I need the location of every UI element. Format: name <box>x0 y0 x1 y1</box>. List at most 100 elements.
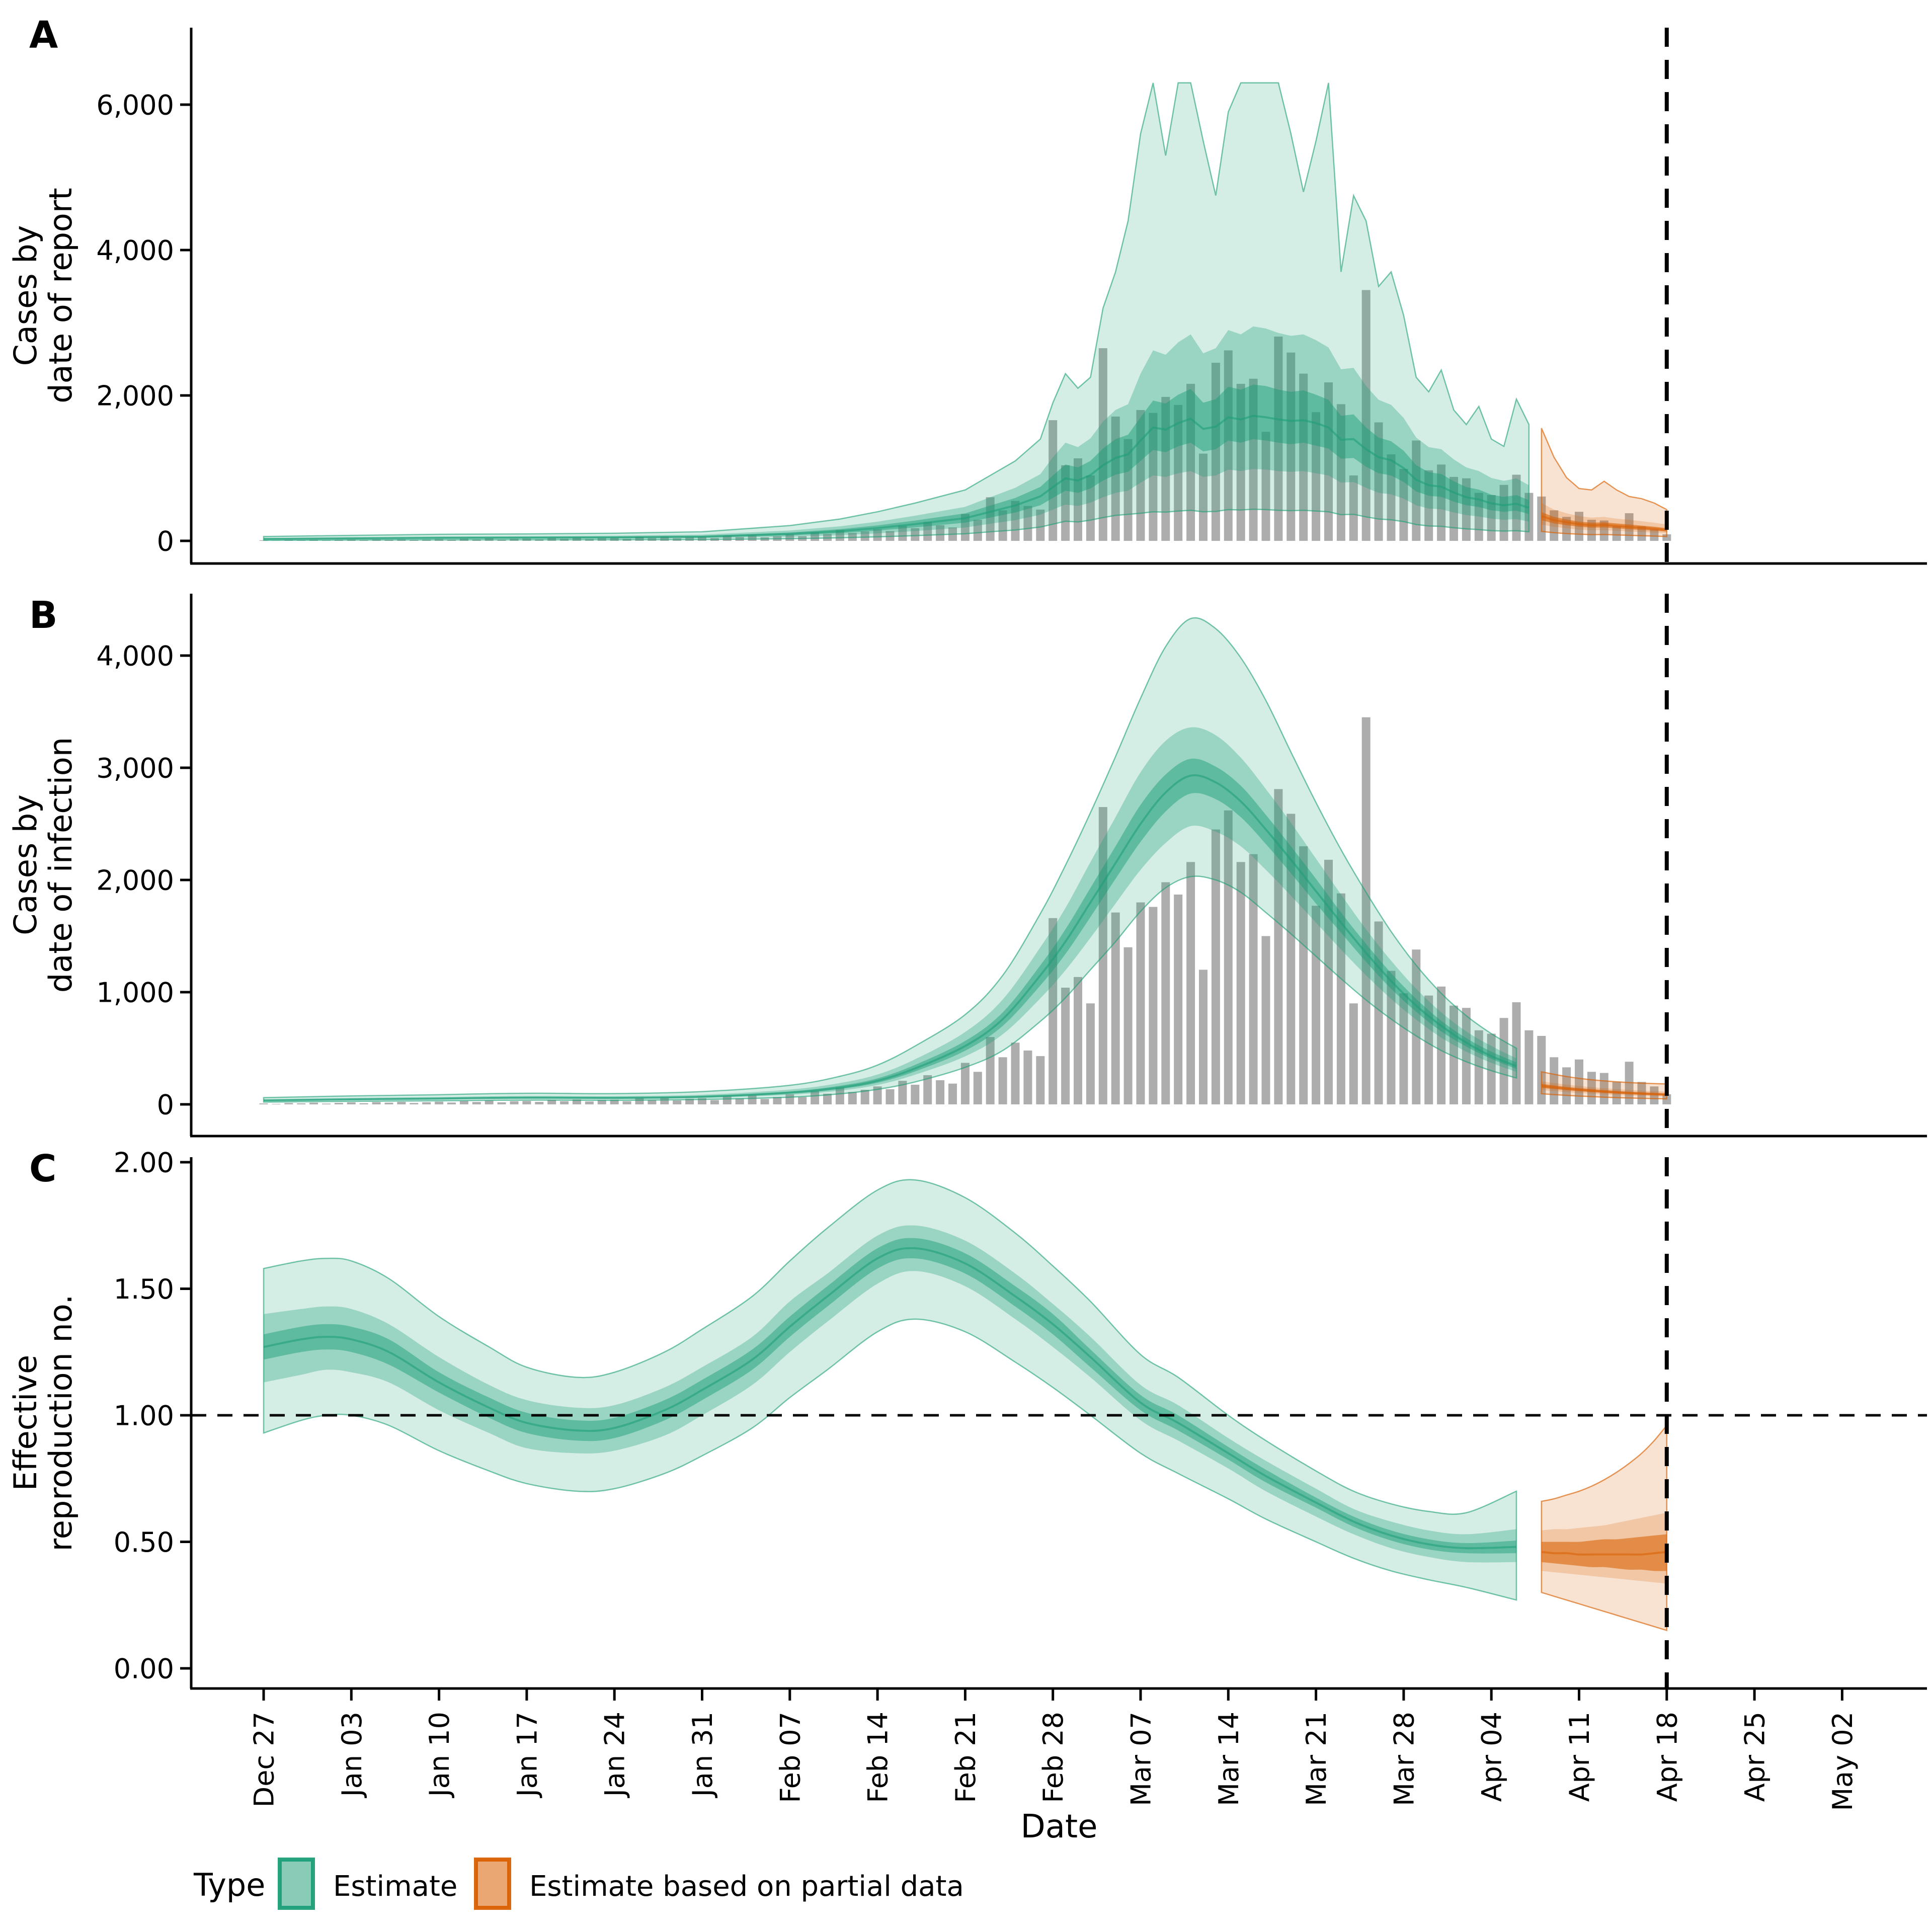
panel-C-partial-ribbons <box>1541 1423 1668 1632</box>
case-bar <box>1424 470 1433 541</box>
case-bar <box>1324 382 1333 541</box>
case-bar <box>748 535 757 541</box>
legend-swatch-estimate <box>278 1858 315 1910</box>
median-line-partial <box>1541 515 1667 531</box>
case-bar <box>1650 529 1659 541</box>
y-axis-title-line: date of report <box>42 188 79 403</box>
case-bar <box>1261 936 1270 1104</box>
case-bar <box>1550 1057 1559 1104</box>
case-bar <box>1186 383 1195 541</box>
case-bar <box>1061 988 1070 1104</box>
case-bar <box>573 1099 581 1104</box>
x-tick-label: Apr 04 <box>1476 1712 1508 1802</box>
y-tick-label: 6,000 <box>96 89 174 121</box>
case-bar <box>873 529 882 541</box>
x-tick-label: Mar 07 <box>1125 1712 1157 1806</box>
case-bar <box>1186 862 1195 1104</box>
y-tick-label: 3,000 <box>96 752 174 784</box>
case-bar <box>1462 1008 1471 1104</box>
case-bar <box>1387 971 1396 1104</box>
case-bar <box>1236 862 1245 1104</box>
y-axis-title-line: date of infection <box>42 737 79 993</box>
x-tick-label: Mar 28 <box>1388 1712 1420 1806</box>
case-bar <box>673 1100 682 1104</box>
x-tick-label: Apr 11 <box>1564 1712 1595 1802</box>
case-bar <box>410 1103 419 1104</box>
case-bar <box>1249 378 1258 541</box>
legend-label-estimate: Estimate <box>333 1870 457 1903</box>
case-bar <box>1286 352 1296 541</box>
y-axis-title-line: Cases by <box>7 794 44 935</box>
case-bar <box>1136 902 1145 1104</box>
case-bar <box>1274 336 1283 541</box>
y-tick-label: 4,000 <box>96 640 174 672</box>
case-bar <box>823 1093 832 1104</box>
case-bar <box>1274 789 1283 1104</box>
case-bar <box>685 1098 694 1104</box>
case-bar <box>936 525 945 541</box>
case-bar <box>860 1090 869 1104</box>
case-bar <box>1149 907 1158 1104</box>
case-bar <box>773 1097 782 1104</box>
panel-letter-B: B <box>29 594 57 637</box>
case-bar <box>698 537 706 541</box>
panel-A-estimate-ribbons <box>263 82 1530 541</box>
case-bar <box>1361 717 1371 1104</box>
case-bar <box>1286 814 1296 1104</box>
case-bar <box>347 1102 356 1104</box>
case-bar <box>1524 1030 1534 1104</box>
case-bar <box>1299 846 1308 1104</box>
panel-A-plot-area <box>259 82 1671 541</box>
case-bar <box>560 1101 569 1104</box>
legend-swatch-partial <box>474 1858 511 1910</box>
case-bar <box>1612 526 1621 541</box>
panel-C-plot-area <box>263 1179 1668 1632</box>
x-tick-label: Dec 27 <box>248 1712 280 1807</box>
case-bar <box>898 525 907 541</box>
case-bar <box>1174 894 1183 1104</box>
x-tick-label: May 02 <box>1827 1712 1859 1811</box>
case-bar <box>1324 859 1333 1104</box>
median-line-partial <box>1541 1551 1667 1556</box>
median-line-estimate <box>263 415 1530 540</box>
x-tick-label: Jan 31 <box>687 1712 718 1798</box>
case-bar <box>648 1100 657 1104</box>
case-bar <box>998 1057 1007 1104</box>
y-tick-label: 2,000 <box>96 380 174 412</box>
ci20-ribbon-estimate <box>264 384 1529 539</box>
case-bar <box>597 1100 606 1104</box>
y-axis-title-line: Cases by <box>7 225 44 366</box>
y-tick-label: 1.00 <box>114 1400 174 1431</box>
case-bar <box>911 528 920 541</box>
case-bar <box>635 537 644 541</box>
panel-letter-A: A <box>29 14 58 57</box>
y-tick-label: 0.00 <box>114 1653 174 1684</box>
case-bar <box>1349 475 1358 541</box>
case-bar <box>986 497 995 541</box>
case-bar <box>948 1083 957 1104</box>
case-bar <box>811 1091 820 1104</box>
panel-B-estimate-ribbons <box>263 617 1517 1103</box>
x-tick-label: Jan 17 <box>511 1712 543 1798</box>
x-tick-label: Apr 18 <box>1651 1712 1683 1802</box>
ci90-ribbon-estimate <box>263 82 1530 541</box>
y-tick-label: 1.50 <box>114 1273 174 1305</box>
ci90-ribbon-partial <box>1541 1423 1668 1632</box>
case-bar <box>1374 422 1383 541</box>
case-bar <box>735 1098 744 1104</box>
case-bar <box>1098 348 1107 541</box>
case-bar <box>1111 912 1120 1104</box>
case-bar <box>1174 405 1183 541</box>
case-bar <box>848 533 857 541</box>
x-tick-label: Feb 21 <box>950 1712 982 1803</box>
case-bar <box>1575 1059 1583 1104</box>
case-bar <box>547 1100 556 1104</box>
case-bar <box>1487 1033 1496 1104</box>
panel-letter-C: C <box>29 1147 56 1190</box>
y-tick-label: 1,000 <box>96 977 174 1008</box>
case-bar <box>1123 947 1133 1104</box>
case-bar <box>911 1084 920 1104</box>
case-bar <box>1086 1003 1095 1104</box>
ci90-ribbon-partial <box>1541 428 1668 537</box>
